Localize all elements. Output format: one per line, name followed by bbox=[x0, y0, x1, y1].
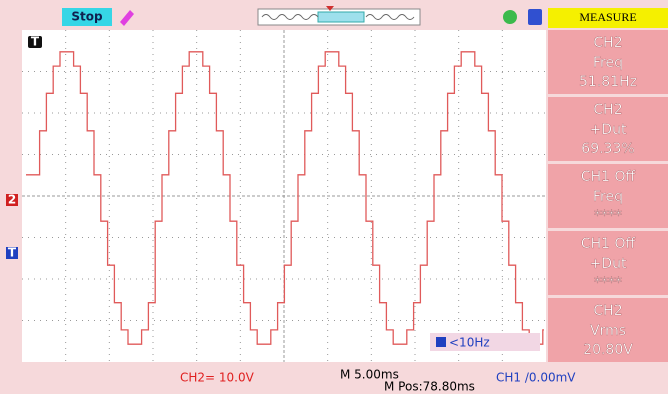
time-position: M Pos:78.80ms bbox=[384, 380, 475, 394]
measure-value: 69.33% bbox=[581, 141, 634, 157]
measure-type: Freq bbox=[593, 55, 623, 71]
run-status: Stop bbox=[71, 10, 103, 24]
channel-label: 2 bbox=[8, 193, 16, 207]
print-icon bbox=[528, 9, 542, 25]
trigger-pos-label: T bbox=[31, 35, 40, 49]
measure-value: **** bbox=[594, 208, 622, 224]
measure-type: Freq bbox=[593, 189, 623, 205]
page: Stop MEASURE CH2 Freq 51.81Hz CH2 +Dut 6… bbox=[0, 0, 668, 394]
ch2-scale: CH2= 10.0V bbox=[180, 371, 255, 385]
scope-screen: Stop MEASURE CH2 Freq 51.81Hz CH2 +Dut 6… bbox=[0, 0, 668, 394]
trigger-badge bbox=[436, 337, 446, 347]
trigger-level-label: T bbox=[8, 246, 17, 260]
measure-source: CH1 Off bbox=[581, 169, 636, 185]
measure-type: Vrms bbox=[590, 323, 626, 339]
usb-icon bbox=[503, 10, 517, 24]
measure-source: CH2 bbox=[593, 303, 622, 319]
trigger-frequency: <10Hz bbox=[449, 336, 490, 350]
trigger-setting: CH1 /0.00mV bbox=[496, 371, 576, 385]
measure-value: 51.81Hz bbox=[579, 74, 637, 90]
measure-source: CH1 Off bbox=[581, 236, 636, 252]
measure-source: CH2 bbox=[593, 102, 622, 118]
memory-window bbox=[318, 12, 364, 22]
measure-value: 20.80V bbox=[583, 342, 633, 358]
measure-type: +Dut bbox=[590, 256, 627, 272]
measure-type: +Dut bbox=[590, 122, 627, 138]
menu-title: MEASURE bbox=[579, 10, 636, 24]
measure-value: **** bbox=[594, 275, 622, 291]
measure-panel: CH2 Freq 51.81Hz CH2 +Dut 69.33% CH1 Off… bbox=[548, 30, 668, 362]
measure-source: CH2 bbox=[593, 35, 622, 51]
